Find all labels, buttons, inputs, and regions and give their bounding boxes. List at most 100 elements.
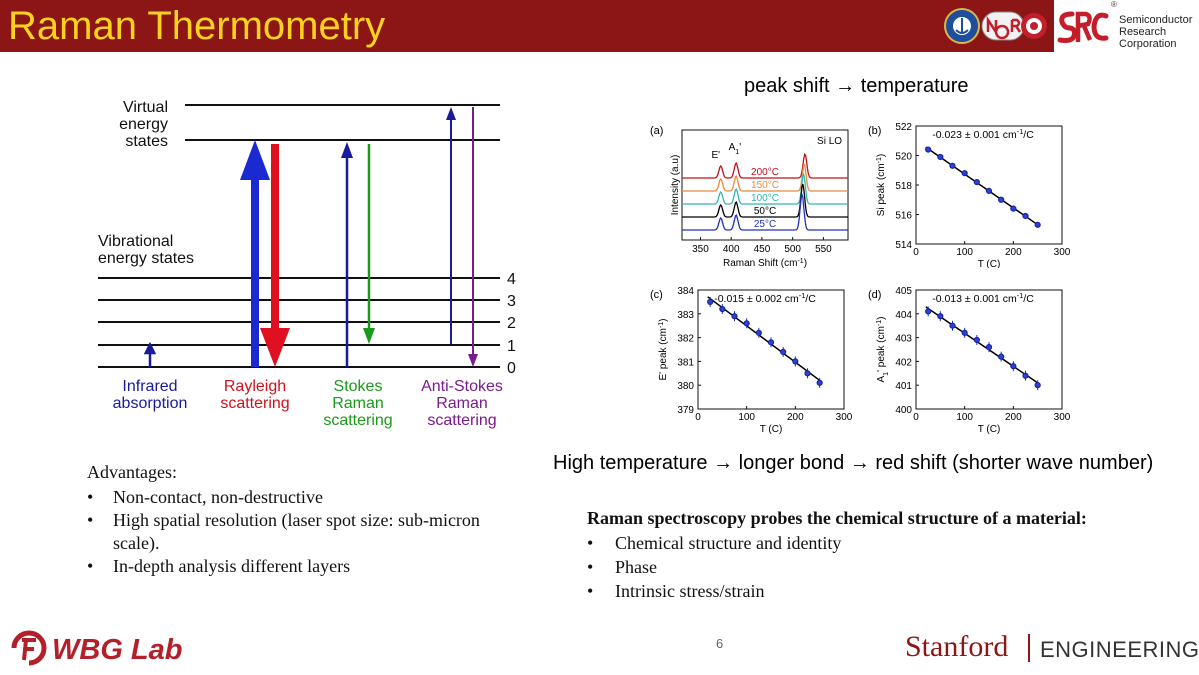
y-tick-label: 400 [895, 405, 912, 416]
data-point [755, 329, 762, 336]
y-axis-label: A1' peak (cm-1) [876, 317, 890, 383]
list-item: Intrinsic stress/strain [587, 579, 841, 603]
registered-mark: ® [1111, 0, 1117, 9]
spectrum-line [682, 163, 848, 192]
panel-label: (c) [650, 289, 663, 301]
level-number: 4 [507, 271, 516, 288]
data-point [792, 358, 799, 365]
y-tick-label: 402 [895, 357, 912, 368]
stanford-wordmark: Stanford [905, 630, 1009, 663]
series-label: 150°C [751, 180, 779, 191]
y-tick-label: 384 [677, 286, 694, 297]
data-point [731, 313, 738, 320]
data-point [985, 344, 993, 351]
slope-annotation: -0.013 ± 0.001 cm-1/C [932, 291, 1034, 306]
x-tick-label: 500 [784, 244, 801, 255]
raman-probes-title: Raman spectroscopy probes the chemical s… [587, 508, 1087, 528]
plot-frame [681, 129, 849, 241]
redshift-explanation: High temperature → longer bond → red shi… [553, 452, 1154, 474]
x-tick-label: 450 [754, 244, 771, 255]
stanford-separator [1028, 634, 1030, 662]
src-logo [1056, 2, 1110, 50]
x-tick-label: 0 [913, 412, 919, 423]
advantages-list: Non-contact, non-destructive High spatia… [87, 486, 507, 578]
data-point [1010, 205, 1017, 212]
list-item: High spatial resolution (laser spot size… [87, 509, 507, 555]
y-tick-label: 383 [677, 310, 694, 321]
process-label: Rayleigh scattering [220, 378, 289, 412]
y-tick-label: 379 [677, 405, 694, 416]
data-point [719, 305, 726, 313]
x-tick-label: 0 [695, 412, 701, 423]
fit-line [707, 296, 823, 383]
peak-label: A1' [729, 142, 742, 156]
y-axis-label: E' peak (cm-1) [658, 318, 670, 380]
data-point [767, 339, 775, 346]
chart-c-e-peak: (c) 0 100 200 300 379 380 381 382 383 384 T (C) E' p… [650, 286, 853, 435]
spectrum-line [682, 183, 848, 218]
data-point [1022, 212, 1029, 220]
x-tick-label: 100 [956, 247, 973, 258]
panel-label: (d) [868, 289, 881, 301]
wbg-lab-text: WBG Lab [52, 634, 183, 666]
data-point [816, 379, 823, 386]
data-point [1010, 363, 1017, 370]
vibrational-states-label: Vibrational energy states [98, 233, 194, 267]
peak-label: Si LO [817, 136, 842, 147]
peak-shift-heading: peak shift → temperature [744, 75, 969, 97]
x-tick-label: 400 [723, 244, 740, 255]
y-tick-label: 405 [895, 286, 912, 297]
y-axis-label: Si peak (cm-1) [876, 154, 888, 216]
data-point [961, 329, 968, 336]
fit-line [925, 146, 1041, 228]
rayleigh-down-shaft [271, 144, 279, 334]
chart-b-si-peak: (b) 0 100 200 300 514 516 518 520 522 T (C) Si peak… [868, 122, 1071, 268]
y-tick-label: 401 [895, 381, 912, 392]
energy-level-diagram: Virtual energy states Vibrational energy st… [98, 99, 516, 429]
data-point [925, 146, 932, 153]
rayleigh-up-shaft [251, 174, 259, 367]
chart-a-raman-spectra: (a) 350 400 450 500 550 Raman Shift (cm-1) Inte… [650, 125, 849, 270]
peak-label: E' [712, 150, 721, 161]
x-tick-label: 100 [956, 412, 973, 423]
data-point [949, 162, 956, 169]
spectrum-line [682, 193, 848, 231]
x-tick-label: 100 [738, 412, 755, 423]
data-point [937, 153, 944, 161]
src-organization-name: Semiconductor Research Corporation [1119, 14, 1193, 50]
data-point [998, 196, 1005, 203]
x-tick-label: 350 [692, 244, 709, 255]
plot-frame [697, 289, 845, 410]
data-point [998, 353, 1005, 360]
x-tick-label: 200 [1005, 247, 1022, 258]
onr-logo [944, 8, 1047, 44]
chart-d-a1-peak: (d) 0 100 200 300 400 401 402 403 404 405 T (C) A1' … [868, 286, 1071, 435]
data-point [743, 320, 750, 327]
y-tick-label: 518 [895, 181, 912, 192]
data-point [1034, 221, 1041, 228]
process-label: Stokes Raman scattering [323, 378, 392, 429]
data-point [937, 313, 944, 320]
y-tick-label: 520 [895, 152, 912, 163]
x-tick-label: 200 [1005, 412, 1022, 423]
x-tick-label: 0 [913, 247, 919, 258]
series-label: 100°C [751, 193, 779, 204]
virtual-states-label: Virtual energy states [119, 99, 168, 150]
y-tick-label: 382 [677, 334, 694, 345]
x-tick-label: 300 [1054, 412, 1071, 423]
x-axis-label: T (C) [978, 424, 1001, 435]
series-label: 200°C [751, 167, 779, 178]
engineering-wordmark: ENGINEERING [1040, 637, 1199, 662]
x-axis-label: Raman Shift (cm-1) [723, 258, 807, 270]
process-label: Infrared absorption [113, 378, 188, 412]
x-tick-label: 300 [836, 412, 853, 423]
y-tick-label: 514 [895, 240, 912, 251]
data-point [961, 170, 968, 177]
series-label: 25°C [754, 219, 776, 230]
data-point [973, 336, 980, 344]
x-axis-label: T (C) [760, 424, 783, 435]
series-label: 50°C [754, 206, 776, 217]
panel-label: (b) [868, 125, 881, 137]
list-item: Non-contact, non-destructive [87, 486, 507, 509]
data-point [1022, 372, 1029, 379]
